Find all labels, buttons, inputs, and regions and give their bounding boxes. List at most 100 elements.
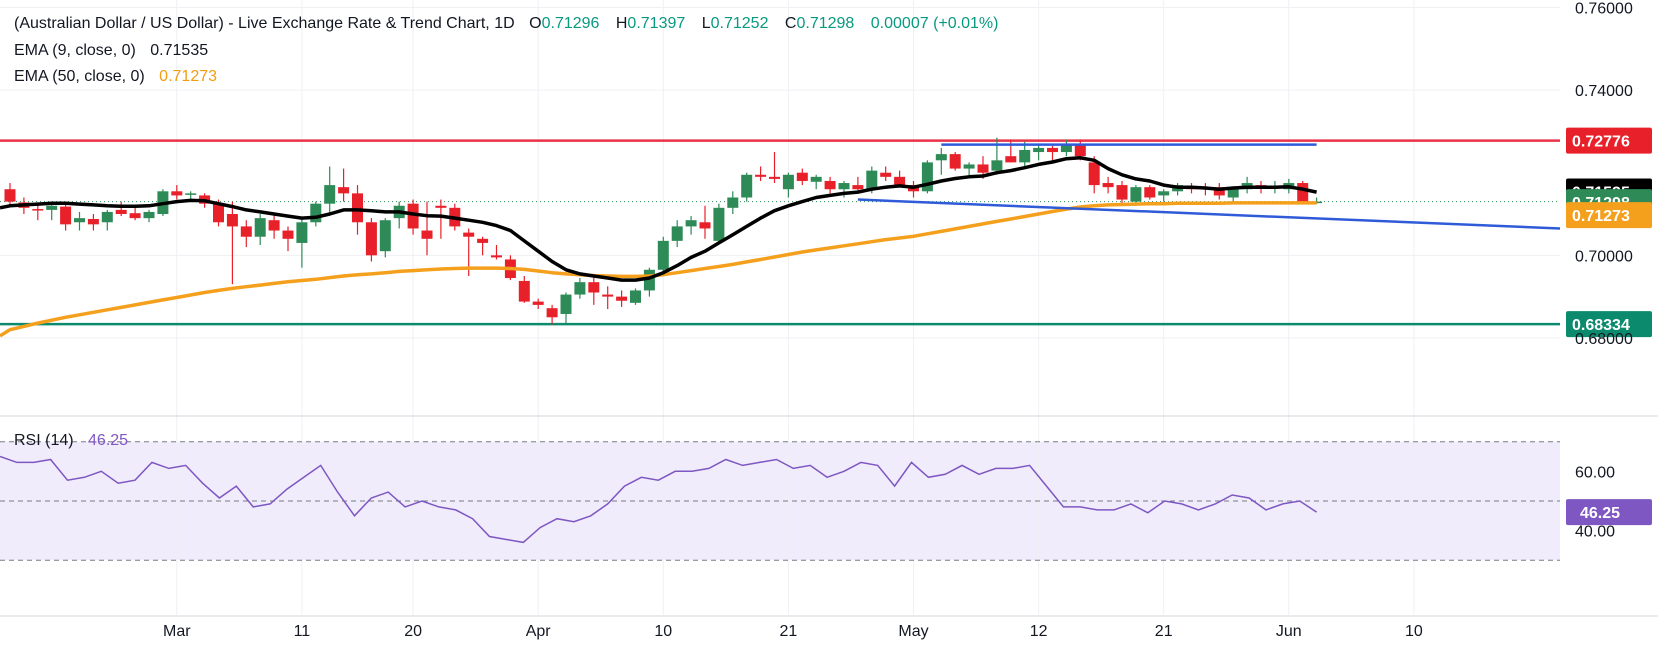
time-axis-label: May (898, 623, 928, 640)
ema50-legend-value: 0.71273 (159, 68, 217, 85)
candle-body (1047, 147, 1058, 153)
candle-body (352, 193, 363, 223)
candle-body (115, 209, 127, 215)
candle-body (963, 164, 975, 169)
candle-body (74, 218, 85, 223)
change-value: 0.00007 (+0.01%) (871, 15, 999, 32)
candle-body (921, 162, 933, 192)
candle-body (379, 220, 391, 252)
time-axis-label: 11 (294, 623, 311, 640)
candle-body (755, 174, 767, 177)
chart-header: (Australian Dollar / US Dollar) - Live E… (14, 15, 998, 32)
channel-lower-line (857, 198, 1561, 230)
candle-body (699, 222, 711, 229)
rsi-legend-value: 46.25 (88, 432, 128, 449)
time-axis-label: 12 (1030, 623, 1048, 640)
candle-body (1033, 147, 1045, 153)
price-axis-label: 0.74000 (1575, 83, 1633, 100)
candle-body (741, 174, 753, 198)
candle-body (324, 185, 336, 204)
time-axis-label: 10 (654, 623, 672, 640)
resistance-tag-bg (1566, 127, 1652, 154)
close-value: 0.71298 (796, 15, 854, 32)
rsi-legend-label: RSI (14) (14, 432, 74, 449)
time-axis-label: Mar (163, 623, 191, 640)
candle-body (769, 176, 780, 179)
rsi-axis-label: 40.00 (1575, 524, 1615, 541)
ema50-tag-bg (1566, 202, 1652, 229)
candle-body (588, 282, 600, 293)
candle-body (1213, 187, 1225, 196)
support-tag-bg (1566, 311, 1652, 338)
candle-body (1297, 183, 1309, 202)
ema50-tag-text: 0.71273 (1572, 208, 1630, 225)
candle-body (852, 185, 864, 190)
candle-body (1074, 143, 1086, 157)
time-axis-label: Apr (526, 623, 552, 640)
candle-body (671, 226, 683, 241)
candle-body (143, 211, 155, 219)
low-label: L (702, 15, 711, 32)
price-axis-label: 0.76000 (1575, 0, 1633, 17)
chart-title: (Australian Dollar / US Dollar) - Live E… (14, 15, 515, 32)
price-axis-label: 0.68000 (1575, 331, 1633, 348)
price-pane-background (0, 0, 1658, 416)
candle-body (935, 154, 947, 161)
resistance-tag-text: 0.72776 (1572, 134, 1630, 151)
candle-body (518, 280, 530, 302)
time-axis-label: 20 (404, 623, 422, 640)
candle-body (4, 189, 16, 202)
candle-body (240, 226, 252, 237)
rsi-legend: RSI (14) 46.25 (14, 432, 128, 449)
candle-body (407, 203, 419, 229)
candle-body (685, 220, 697, 227)
ema9-legend: EMA (9, close, 0) 0.71535 (14, 42, 208, 59)
candle-body (616, 296, 628, 301)
candle-body (1158, 191, 1170, 196)
candle-body (491, 255, 502, 258)
time-axis-label: Jun (1276, 623, 1302, 640)
candle-body (87, 218, 99, 225)
candle-body (1019, 149, 1031, 163)
candle-body (435, 205, 447, 208)
rsi-line (0, 455, 1318, 544)
open-label: O (529, 15, 541, 32)
candle-body (1144, 187, 1156, 198)
candle-body (32, 209, 44, 211)
candle-body (546, 308, 558, 318)
candle-body (1130, 187, 1142, 202)
high-label: H (616, 15, 628, 32)
price-axis-label: 0.70000 (1575, 248, 1633, 265)
candle-body (1005, 156, 1017, 163)
candle-body (630, 290, 641, 303)
candle-body (268, 220, 280, 231)
candle-body (782, 174, 794, 190)
candle-body (838, 183, 850, 190)
candle-body (254, 218, 266, 237)
candle-body (101, 211, 113, 223)
open-value: 0.71296 (542, 15, 600, 32)
channel (857, 143, 1561, 230)
ema9-legend-label: EMA (9, close, 0) (14, 42, 136, 59)
support-tag-text: 0.68334 (1572, 317, 1630, 334)
candle-body (824, 180, 836, 190)
axis-labels: 0.76000 0.74000 0.70000 0.68000 60.00 40.00 Ma… (163, 0, 1633, 640)
candle-body (296, 222, 308, 243)
ema50-legend-label: EMA (50, close, 0) (14, 68, 145, 85)
candle-body (796, 172, 808, 181)
high-value: 0.71397 (627, 15, 685, 32)
candle-body (365, 222, 377, 256)
candle-body (1102, 183, 1114, 188)
candle-body (602, 294, 614, 297)
ema9-legend-value: 0.71535 (150, 42, 208, 59)
candle-body (727, 197, 739, 208)
time-axis-label: 21 (1155, 623, 1173, 640)
candle-body (713, 207, 725, 241)
candle-body (338, 187, 350, 194)
candle-body (421, 230, 433, 239)
rsi-tag-bg (1566, 499, 1652, 526)
rsi-tag-text: 46.25 (1580, 505, 1620, 522)
candle-body (810, 176, 822, 182)
